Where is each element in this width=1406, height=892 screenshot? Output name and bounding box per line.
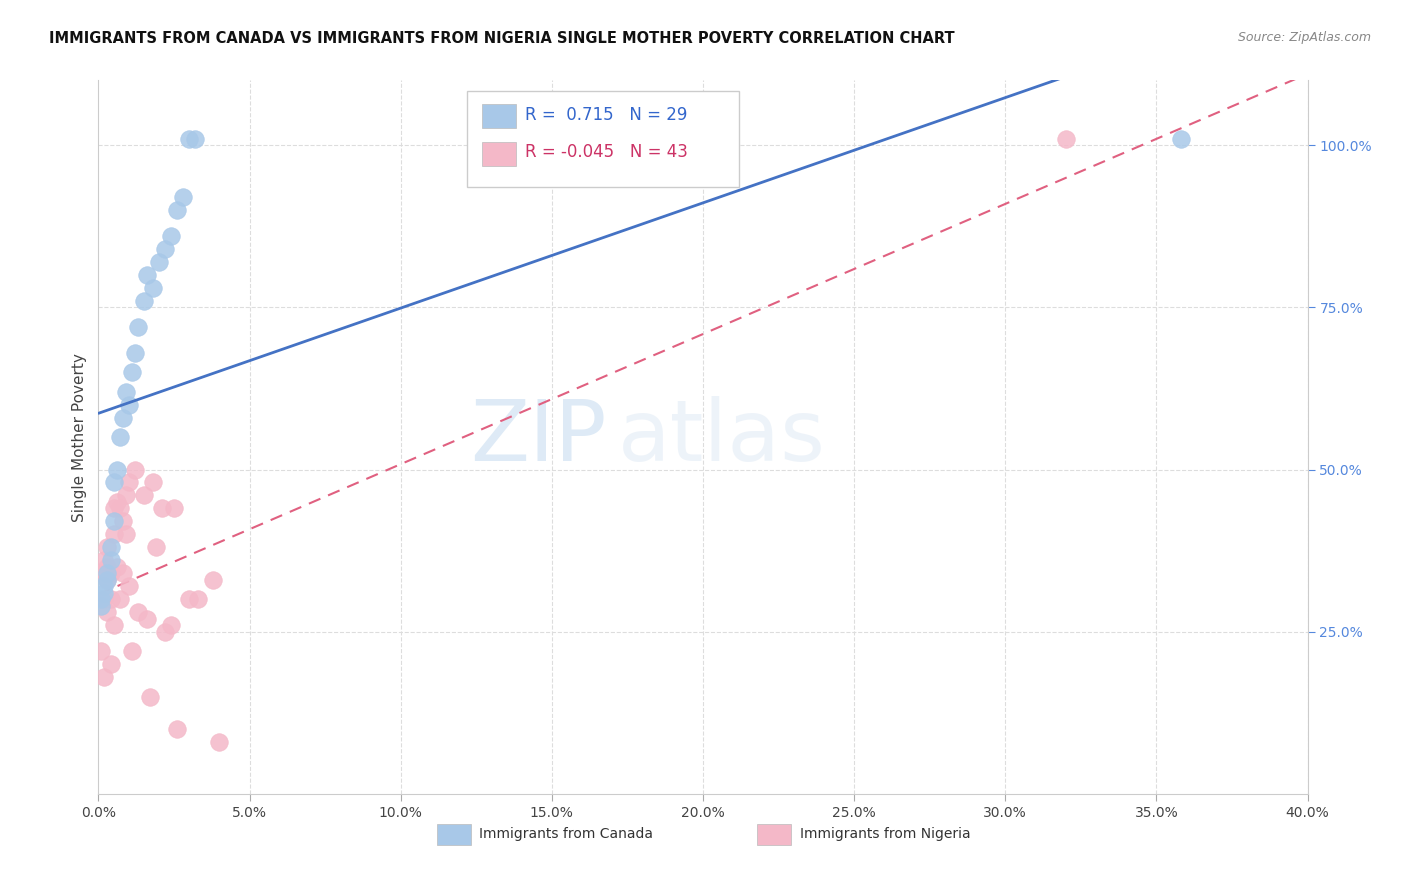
Point [90, 599, 112, 613]
Point [96, 559, 118, 574]
Point [111, 515, 134, 529]
Point [184, 131, 207, 145]
Text: Immigrants from Canada: Immigrants from Canada [479, 827, 654, 841]
Point [108, 430, 131, 444]
Y-axis label: Single Mother Poverty: Single Mother Poverty [72, 352, 87, 522]
Point [103, 475, 125, 490]
Point [103, 618, 125, 632]
Point [166, 722, 188, 736]
Point [135, 268, 157, 282]
Point [179, 592, 201, 607]
Point [93, 592, 115, 607]
Point [96, 573, 118, 587]
Point [90, 566, 112, 581]
Text: R =  0.715   N = 29: R = 0.715 N = 29 [526, 105, 688, 123]
Point [153, 242, 176, 256]
Point [90, 592, 112, 607]
Point [93, 553, 115, 567]
Point [108, 592, 131, 607]
Point [93, 670, 115, 684]
Point [105, 559, 128, 574]
Point [90, 644, 112, 658]
Point [114, 488, 136, 502]
Text: IMMIGRANTS FROM CANADA VS IMMIGRANTS FROM NIGERIA SINGLE MOTHER POVERTY CORRELAT: IMMIGRANTS FROM CANADA VS IMMIGRANTS FRO… [49, 31, 955, 46]
Point [100, 541, 122, 555]
Point [1170, 131, 1192, 145]
Point [187, 592, 209, 607]
Point [105, 462, 128, 476]
Point [150, 501, 173, 516]
FancyBboxPatch shape [467, 91, 740, 187]
Text: Immigrants from Nigeria: Immigrants from Nigeria [800, 827, 970, 841]
Text: atlas: atlas [619, 395, 827, 479]
Point [96, 573, 118, 587]
Point [208, 735, 231, 749]
Point [118, 579, 141, 593]
Point [100, 592, 122, 607]
Text: R = -0.045   N = 43: R = -0.045 N = 43 [526, 144, 688, 161]
FancyBboxPatch shape [758, 824, 792, 846]
Point [132, 293, 155, 308]
Point [111, 566, 134, 581]
Point [153, 624, 176, 639]
Point [127, 605, 149, 619]
Point [124, 345, 146, 359]
Point [145, 541, 167, 555]
Point [111, 410, 134, 425]
Point [96, 566, 118, 581]
Point [100, 657, 122, 672]
Point [160, 618, 183, 632]
Point [118, 398, 141, 412]
Point [166, 202, 188, 217]
Point [121, 365, 143, 379]
Point [148, 255, 170, 269]
Point [179, 131, 201, 145]
Point [163, 501, 186, 516]
Point [108, 501, 131, 516]
Point [114, 384, 136, 399]
Point [135, 612, 157, 626]
Point [142, 475, 165, 490]
FancyBboxPatch shape [482, 103, 516, 128]
Point [93, 579, 115, 593]
Point [114, 527, 136, 541]
Point [118, 475, 141, 490]
Point [100, 566, 122, 581]
Point [142, 281, 165, 295]
Point [96, 605, 118, 619]
Point [103, 501, 125, 516]
Point [1054, 131, 1077, 145]
Point [172, 190, 194, 204]
Point [127, 319, 149, 334]
Point [202, 573, 225, 587]
Point [103, 527, 125, 541]
Point [132, 488, 155, 502]
Point [93, 586, 115, 600]
Point [103, 515, 125, 529]
Point [96, 541, 118, 555]
Point [124, 462, 146, 476]
Point [100, 553, 122, 567]
Point [105, 495, 128, 509]
FancyBboxPatch shape [437, 824, 471, 846]
Point [121, 644, 143, 658]
FancyBboxPatch shape [482, 142, 516, 166]
Text: Source: ZipAtlas.com: Source: ZipAtlas.com [1237, 31, 1371, 45]
Point [139, 690, 162, 704]
Point [160, 229, 183, 244]
Text: ZIP: ZIP [470, 395, 606, 479]
